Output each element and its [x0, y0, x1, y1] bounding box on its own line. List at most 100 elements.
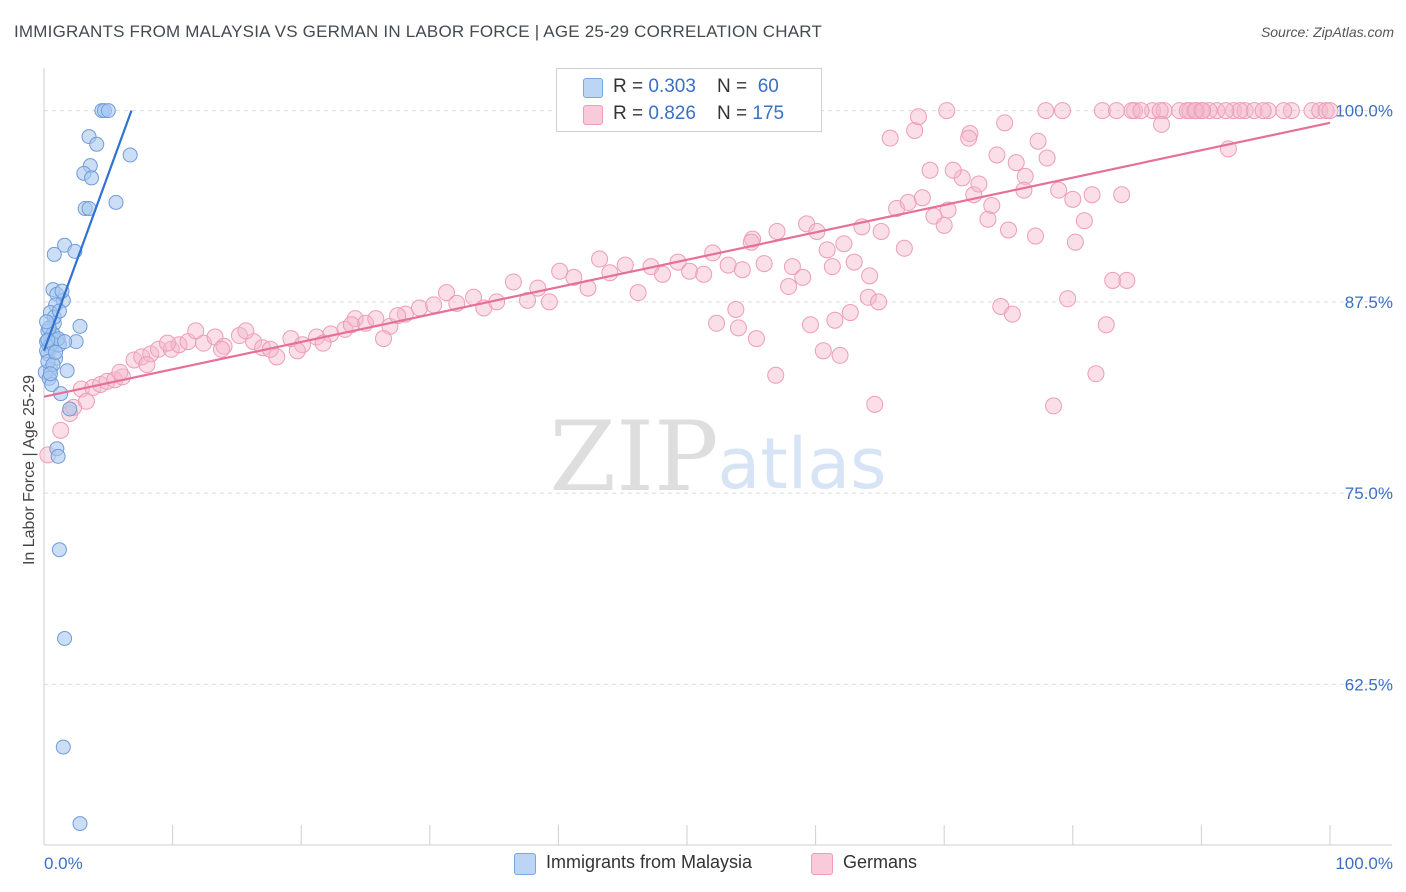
- germans-point-168: [138, 356, 156, 374]
- germans-point-105: [1321, 102, 1339, 120]
- malaysia-points: [37, 103, 138, 832]
- x-tick-label-0: 0.0%: [44, 854, 83, 873]
- germans-point-51: [629, 284, 647, 302]
- germans-point-100: [1259, 102, 1277, 120]
- malaysia-point-35: [59, 363, 75, 379]
- tick-labels: 62.5% 75.0% 87.5% 100.0% 0.0% 100.0%: [44, 102, 1393, 873]
- germans-point-79: [979, 210, 997, 228]
- germans-point-155: [970, 175, 988, 193]
- germans-point-128: [906, 121, 924, 139]
- germans-point-35: [425, 296, 443, 314]
- x-tick-label-1: 100.0%: [1335, 854, 1393, 873]
- legend-label-malaysia: Immigrants from Malaysia: [546, 852, 753, 872]
- r-value-germans: 0.826: [648, 103, 696, 124]
- germans-point-42: [519, 291, 537, 309]
- germans-point-103: [1311, 102, 1329, 120]
- germans-point-159: [1027, 227, 1045, 245]
- germans-point-107: [1132, 102, 1150, 120]
- malaysia-point-2: [100, 103, 116, 119]
- germans-point-41: [504, 273, 522, 291]
- germans-point-88: [1093, 102, 1111, 120]
- germans-point-123: [831, 346, 849, 364]
- germans-point-99: [1245, 102, 1263, 120]
- legend-label-germans: Germans: [843, 852, 918, 872]
- germans-point-147: [794, 268, 812, 286]
- germans-point-125: [866, 395, 884, 413]
- germans-point-164: [1113, 186, 1131, 204]
- germans-point-132: [996, 114, 1014, 132]
- germans-point-117: [729, 319, 747, 337]
- y-tick-label-1: 75.0%: [1345, 484, 1393, 503]
- malaysia-point-44: [55, 739, 71, 755]
- germans-point-174: [288, 342, 306, 360]
- germans-point-133: [1007, 154, 1025, 172]
- germans-point-83: [1029, 132, 1047, 150]
- germans-point-84: [1038, 149, 1056, 167]
- germans-point-111: [1231, 102, 1249, 120]
- germans-point-72: [899, 193, 917, 211]
- germans-point-87: [1083, 186, 1101, 204]
- axes: [43, 68, 1392, 846]
- y-tick-label-0: 62.5%: [1345, 675, 1393, 694]
- germans-point-85: [1050, 181, 1068, 199]
- germans-point-66: [823, 258, 841, 276]
- malaysia-point-4: [89, 136, 105, 152]
- germans-point-138: [1097, 316, 1115, 334]
- germans-point-46: [565, 268, 583, 286]
- germans-point-154: [960, 129, 978, 147]
- grid: [44, 110, 1392, 685]
- watermark-zip: ZIP: [549, 401, 718, 513]
- germans-point-69: [861, 267, 879, 285]
- malaysia-point-8: [122, 147, 138, 163]
- germans-point-61: [755, 255, 773, 273]
- malaysia-point-54: [39, 314, 55, 330]
- germans-point-161: [1059, 290, 1077, 308]
- germans-point-81: [1000, 221, 1017, 239]
- germans-point-129: [909, 108, 927, 126]
- germans-point-144: [727, 301, 745, 318]
- germans-point-135: [1037, 102, 1055, 120]
- germans-point-70: [872, 222, 890, 240]
- germans-point-89: [1108, 102, 1126, 120]
- source-label: Source: ZipAtlas.com: [1260, 24, 1394, 40]
- germans-point-98: [1236, 102, 1254, 120]
- malaysia-point-57: [42, 366, 58, 382]
- germans-point-146: [780, 278, 798, 296]
- legend-swatch-malaysia-bottom: [514, 853, 536, 875]
- germans-point-156: [983, 196, 1001, 214]
- germans-point-167: [111, 363, 129, 381]
- germans-point-106: [1123, 102, 1141, 120]
- malaysia-point-39: [62, 401, 78, 417]
- germans-point-160: [1045, 397, 1063, 415]
- watermark: ZIP atlas: [549, 401, 886, 513]
- germans-point-56: [695, 265, 713, 283]
- germans-point-112: [1254, 102, 1272, 120]
- germans-point-171: [212, 340, 230, 358]
- germans-point-137: [1064, 190, 1082, 208]
- germans-point-153: [944, 161, 962, 179]
- germans-point-19: [215, 337, 233, 355]
- germans-point-68: [845, 253, 863, 271]
- germans-point-36: [438, 284, 456, 302]
- malaysia-point-42: [51, 542, 67, 558]
- germans-point-139: [1104, 271, 1122, 289]
- legend-swatch-malaysia: [583, 78, 603, 98]
- germans-point-122: [826, 311, 844, 329]
- germans-point-44: [540, 293, 558, 311]
- germans-point-48: [591, 250, 609, 268]
- germans-point-113: [1275, 102, 1293, 120]
- y-tick-label-3: 100.0%: [1335, 102, 1393, 121]
- germans-point-126: [870, 293, 888, 311]
- germans-point-136: [1054, 102, 1072, 120]
- malaysia-point-13: [46, 246, 62, 262]
- germans-point-163: [1087, 365, 1105, 383]
- germans-point-75: [935, 216, 953, 234]
- germans-point-92: [1155, 102, 1173, 120]
- germans-point-149: [841, 304, 859, 322]
- germans-point-127: [881, 129, 899, 147]
- chart-title: IMMIGRANTS FROM MALAYSIA VS GERMAN IN LA…: [14, 22, 823, 41]
- germans-point-177: [375, 330, 393, 348]
- germans-trend-line: [43, 121, 1331, 398]
- trend-lines: [42, 110, 1331, 398]
- germans-point-176: [342, 316, 360, 334]
